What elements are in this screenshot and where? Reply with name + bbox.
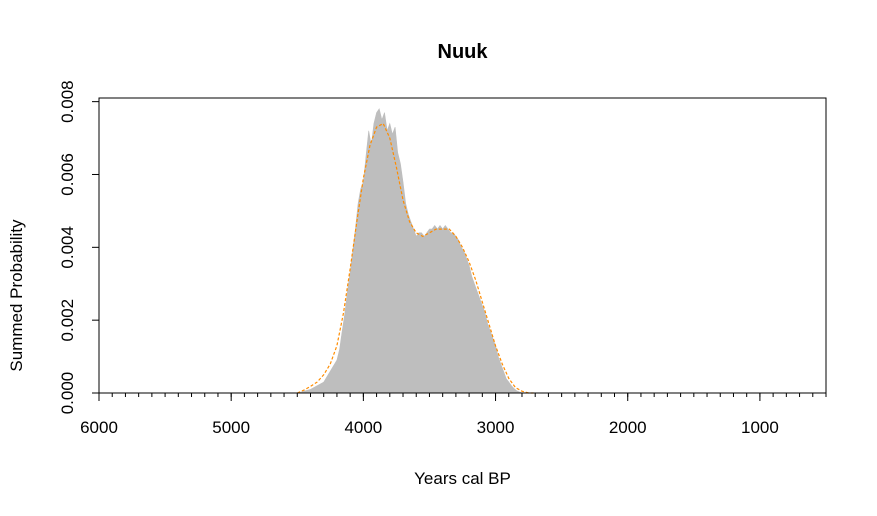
x-tick-label: 6000 — [80, 418, 118, 437]
y-tick-label: 0.004 — [58, 226, 77, 269]
summed-probability-area — [297, 108, 536, 394]
y-axis-label: Summed Probability — [7, 219, 26, 372]
x-tick-label: 4000 — [344, 418, 382, 437]
x-tick-label: 1000 — [741, 418, 779, 437]
x-tick-label: 3000 — [477, 418, 515, 437]
y-tick-label: 0.000 — [58, 372, 77, 415]
y-tick-label: 0.002 — [58, 299, 77, 342]
plot-layer — [297, 108, 536, 394]
axes-layer: 6000 5000 4000 3000 2000 1000 0.000 0.002 0.004 0… — [58, 80, 827, 437]
chart-title: Nuuk — [438, 41, 489, 63]
x-tick-label: 5000 — [212, 418, 250, 437]
y-tick-label: 0.006 — [58, 153, 77, 196]
smoothed-line — [297, 122, 536, 394]
x-tick-label: 2000 — [609, 418, 647, 437]
x-axis-label: Years cal BP — [414, 469, 511, 488]
y-tick-label: 0.008 — [58, 80, 77, 123]
plot-frame — [98, 97, 827, 394]
